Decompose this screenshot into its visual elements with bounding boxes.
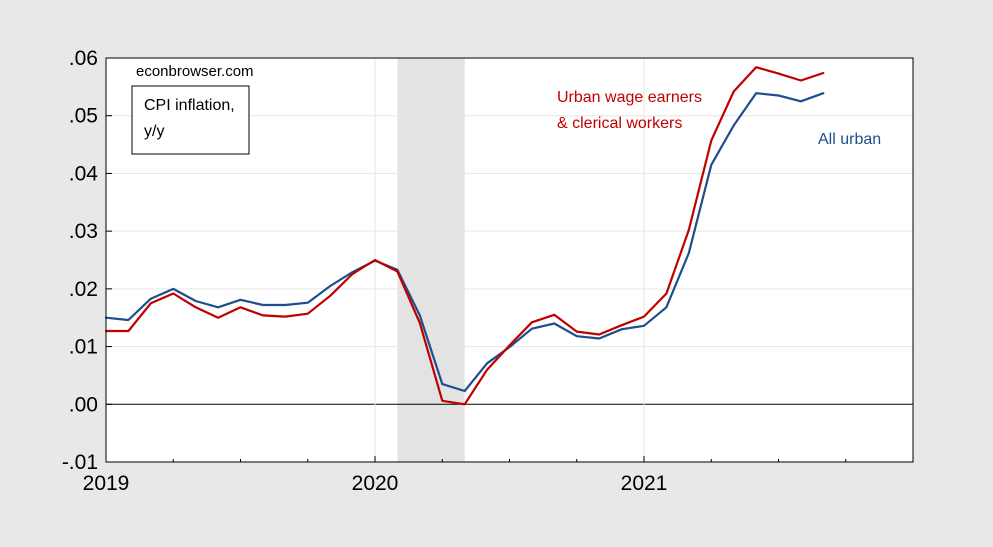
x-tick-label: 2019 [83,472,130,495]
legend-box-line-2: y/y [144,123,164,140]
series-lines [104,66,825,406]
y-tick-label: .05 [69,105,98,128]
y-tick-label: .02 [69,278,98,301]
y-tick-label: .01 [69,336,98,359]
x-tick-label: 2020 [352,472,399,495]
recession-shading [397,58,465,462]
y-tick-label: .06 [69,47,98,70]
x-tick-label: 2021 [621,472,668,495]
y-tick-label: .03 [69,220,98,243]
series-label-wage-earners-line-2: & clerical workers [557,115,682,132]
series-line-all-urban [104,92,825,393]
legend-box [131,85,250,155]
legend-box-line-1: CPI inflation, [144,97,235,114]
y-axis-ticks: .06 .05 .04 .03 .02 .01 .00 -.01 [62,47,112,474]
y-tick-label: -.01 [62,451,98,474]
source-note: econbrowser.com [136,63,254,80]
series-label-all-urban: All urban [818,131,881,148]
series-line-urban-wage-earners [104,66,825,406]
series-label-wage-earners-line-1: Urban wage earners [557,89,702,106]
y-tick-label: .00 [69,393,98,416]
y-tick-label: .04 [69,162,99,185]
x-axis-ticks: 2019 2020 2021 [83,456,847,495]
